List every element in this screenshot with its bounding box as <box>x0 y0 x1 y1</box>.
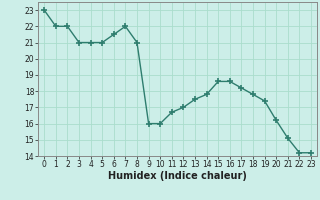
X-axis label: Humidex (Indice chaleur): Humidex (Indice chaleur) <box>108 171 247 181</box>
